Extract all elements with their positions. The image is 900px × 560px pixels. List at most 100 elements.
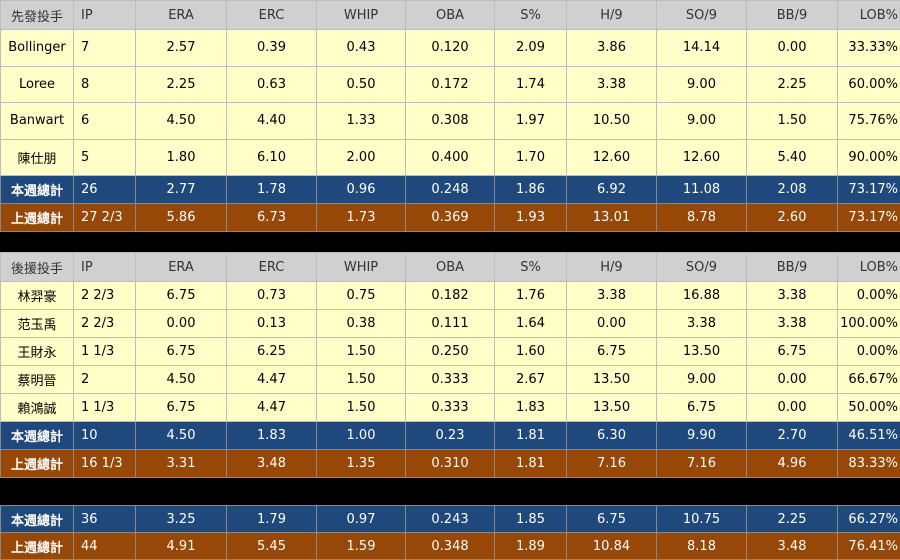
table-row-cell: 13.50 bbox=[566, 393, 657, 422]
this-week-total-row-cell: 9.90 bbox=[656, 421, 747, 450]
table-row-cell: 陳仕朋 bbox=[0, 138, 74, 176]
last-week-total-row-cell: 7.16 bbox=[566, 449, 657, 478]
this-week-total-row-cell: 本週總計 bbox=[0, 505, 74, 533]
totals-table: 本週總計 36 3.25 1.79 0.97 0.243 1.85 6.75 10.75 2.25… bbox=[0, 505, 900, 560]
last-week-total-row-cell: 10.84 bbox=[566, 532, 657, 560]
table-row-cell: 50.00% bbox=[837, 393, 900, 422]
table-row-cell: 0.00 bbox=[746, 365, 838, 394]
table-row-cell: 1.97 bbox=[494, 102, 567, 140]
last-week-total-row-cell: 1.81 bbox=[494, 449, 567, 478]
this-week-total-row-cell: 26 bbox=[73, 175, 136, 204]
table-row-cell: 16.88 bbox=[656, 281, 747, 310]
table-row-cell: 4.47 bbox=[226, 365, 317, 394]
table-row-cell: 7 bbox=[73, 29, 136, 67]
header-row-cell: ERC bbox=[226, 252, 317, 282]
this-week-total-row-cell: 本週總計 bbox=[0, 421, 74, 450]
this-week-total-row-cell: 1.00 bbox=[316, 421, 406, 450]
table-row-cell: 14.14 bbox=[656, 29, 747, 67]
last-week-total-row-cell: 1.35 bbox=[316, 449, 406, 478]
table-row-cell: 1.50 bbox=[316, 365, 406, 394]
this-week-total-row-cell: 0.97 bbox=[316, 505, 406, 533]
table-row-cell: 林羿豪 bbox=[0, 281, 74, 310]
last-week-total-row-cell: 1.73 bbox=[316, 203, 406, 232]
this-week-total-row: 本週總計 10 4.50 1.83 1.00 0.23 1.81 6.30 9.90 2.70 46… bbox=[0, 421, 900, 450]
table-row-cell: 1.50 bbox=[746, 102, 838, 140]
last-week-total-row-cell: 3.48 bbox=[226, 449, 317, 478]
this-week-total-row-cell: 6.92 bbox=[566, 175, 657, 204]
this-week-total-row-cell: 2.70 bbox=[746, 421, 838, 450]
table-row-cell: 1.33 bbox=[316, 102, 406, 140]
last-week-total-row-cell: 1.59 bbox=[316, 532, 406, 560]
last-week-total-row-cell: 1.93 bbox=[494, 203, 567, 232]
header-row-cell: 後援投手 bbox=[0, 252, 74, 282]
table-row-cell: 6.75 bbox=[746, 337, 838, 366]
table-row-cell: 3.38 bbox=[566, 281, 657, 310]
this-week-total-row-cell: 2.08 bbox=[746, 175, 838, 204]
last-week-total-row-cell: 0.310 bbox=[405, 449, 495, 478]
table-row-cell: 12.60 bbox=[566, 138, 657, 176]
this-week-total-row-cell: 1.86 bbox=[494, 175, 567, 204]
table-row-cell: 10.50 bbox=[566, 102, 657, 140]
table-row-cell: 1.70 bbox=[494, 138, 567, 176]
table-row-cell: 2.09 bbox=[494, 29, 567, 67]
header-row-cell: 先發投手 bbox=[0, 0, 74, 30]
table-row-cell: 0.182 bbox=[405, 281, 495, 310]
table-row-cell: 6.75 bbox=[135, 337, 227, 366]
this-week-total-row-cell: 6.30 bbox=[566, 421, 657, 450]
table-row: 賴鴻誠 1 1/3 6.75 4.47 1.50 0.333 1.83 13.50 6.75 0.… bbox=[0, 393, 900, 422]
header-row-cell: IP bbox=[73, 0, 136, 30]
table-row-cell: 6.75 bbox=[566, 337, 657, 366]
table-row: Banwart 6 4.50 4.40 1.33 0.308 1.97 10.50 9.00 1.… bbox=[0, 102, 900, 140]
last-week-total-row-cell: 0.369 bbox=[405, 203, 495, 232]
this-week-total-row-cell: 0.96 bbox=[316, 175, 406, 204]
last-week-total-row-cell: 83.33% bbox=[837, 449, 900, 478]
last-week-total-row-cell: 73.17% bbox=[837, 203, 900, 232]
this-week-total-row-cell: 10.75 bbox=[656, 505, 747, 533]
table-row-cell: 1.80 bbox=[135, 138, 227, 176]
this-week-total-row-cell: 73.17% bbox=[837, 175, 900, 204]
table-row-cell: 3.38 bbox=[746, 309, 838, 338]
table-row-cell: 4.50 bbox=[135, 365, 227, 394]
table-row-cell: 1.74 bbox=[494, 65, 567, 103]
table-row-cell: 0.333 bbox=[405, 365, 495, 394]
last-week-total-row-cell: 上週總計 bbox=[0, 449, 74, 478]
table-row-cell: 0.43 bbox=[316, 29, 406, 67]
last-week-total-row-cell: 5.45 bbox=[226, 532, 317, 560]
header-row-cell: BB/9 bbox=[746, 0, 838, 30]
table-row: Loree 8 2.25 0.63 0.50 0.172 1.74 3.38 9.00 2.25 6… bbox=[0, 65, 900, 103]
table-row: Bollinger 7 2.57 0.39 0.43 0.120 2.09 3.86 14.14… bbox=[0, 29, 900, 67]
header-row-cell: LOB% bbox=[837, 0, 900, 30]
this-week-total-row-cell: 0.243 bbox=[405, 505, 495, 533]
table-row-cell: Bollinger bbox=[0, 29, 74, 67]
header-row-cell: ERC bbox=[226, 0, 317, 30]
table-row-cell: 13.50 bbox=[566, 365, 657, 394]
last-week-total-row-cell: 4.91 bbox=[135, 532, 227, 560]
relievers-table: 後援投手 IP ERA ERC WHIP OBA S% H/9 SO/9 BB/9 LOB% 林羿豪 2… bbox=[0, 252, 900, 478]
table-row-cell: 0.400 bbox=[405, 138, 495, 176]
table-row-cell: 0.00 bbox=[135, 309, 227, 338]
last-week-total-row-cell: 13.01 bbox=[566, 203, 657, 232]
table-row-cell: 0.50 bbox=[316, 65, 406, 103]
table-row: 林羿豪 2 2/3 6.75 0.73 0.75 0.182 1.76 3.38 16.88 3.… bbox=[0, 281, 900, 310]
table-row-cell: 2 2/3 bbox=[73, 281, 136, 310]
table-row-cell: 6.75 bbox=[656, 393, 747, 422]
table-row-cell: 1.83 bbox=[494, 393, 567, 422]
header-row: 先發投手 IP ERA ERC WHIP OBA S% H/9 SO/9 BB/9 LOB% bbox=[0, 0, 900, 30]
table-row-cell: Loree bbox=[0, 65, 74, 103]
table-row-cell: 0.38 bbox=[316, 309, 406, 338]
this-week-total-row-cell: 3.25 bbox=[135, 505, 227, 533]
last-week-total-row-cell: 3.48 bbox=[746, 532, 838, 560]
table-row-cell: 0.172 bbox=[405, 65, 495, 103]
last-week-total-row-cell: 上週總計 bbox=[0, 203, 74, 232]
table-row-cell: 1.60 bbox=[494, 337, 567, 366]
table-row-cell: 33.33% bbox=[837, 29, 900, 67]
this-week-total-row-cell: 11.08 bbox=[656, 175, 747, 204]
last-week-total-row-cell: 6.73 bbox=[226, 203, 317, 232]
header-row-cell: ERA bbox=[135, 0, 227, 30]
table-row-cell: 1.50 bbox=[316, 393, 406, 422]
table-row-cell: 6.10 bbox=[226, 138, 317, 176]
table-row-cell: 1.76 bbox=[494, 281, 567, 310]
table-row-cell: 賴鴻誠 bbox=[0, 393, 74, 422]
header-row-cell: LOB% bbox=[837, 252, 900, 282]
last-week-total-row-cell: 3.31 bbox=[135, 449, 227, 478]
